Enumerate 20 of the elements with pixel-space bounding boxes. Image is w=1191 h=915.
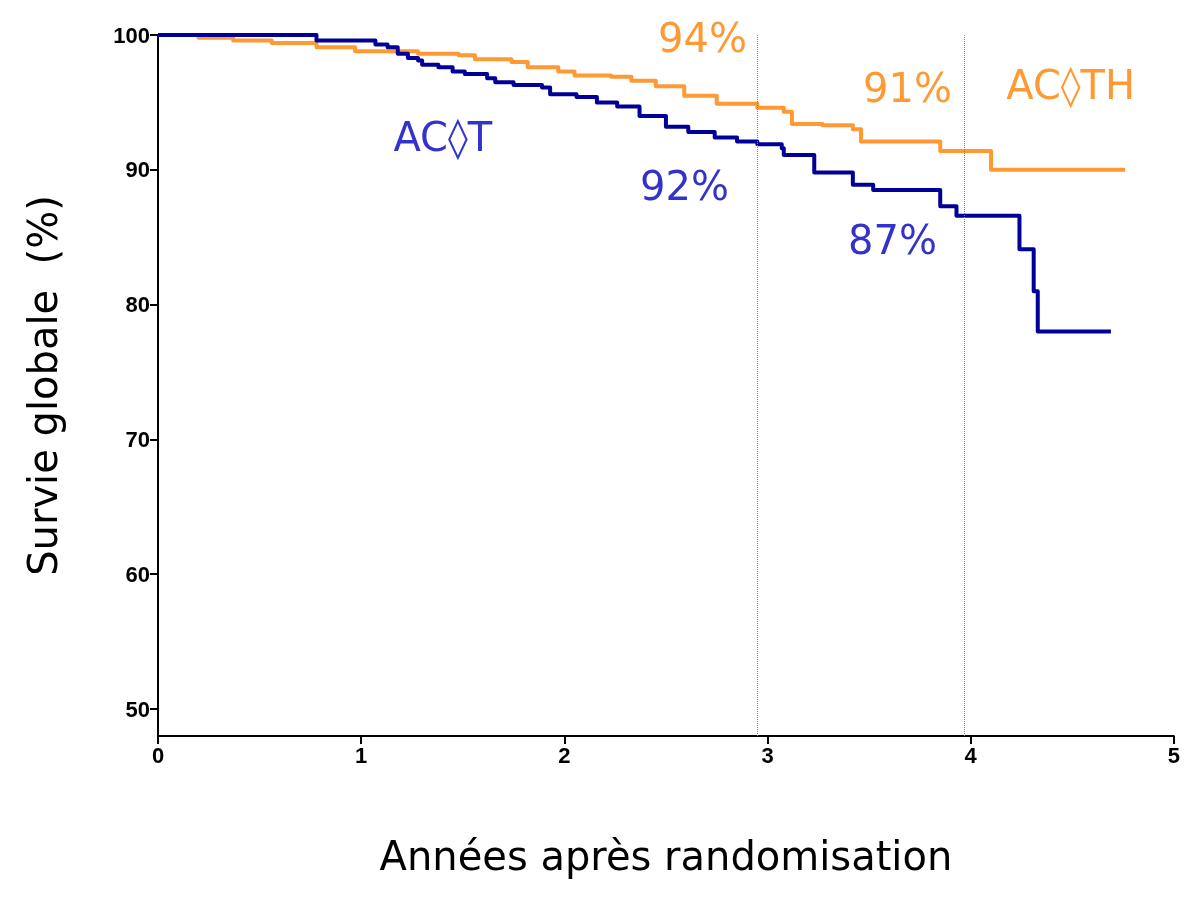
annotation: 91% — [863, 65, 952, 111]
y-tick-label: 90 — [125, 157, 150, 183]
x-tick-label: 3 — [761, 742, 774, 768]
x-tick-label: 5 — [1167, 742, 1181, 768]
y-tick-label: 80 — [125, 292, 150, 318]
x-tick-label: 2 — [558, 742, 571, 768]
annotation: 87% — [848, 217, 937, 263]
x-axis-title: Années après randomisation — [379, 833, 953, 879]
annotation: 94% — [658, 15, 747, 61]
y-tick-label: 60 — [125, 561, 150, 587]
x-tick-label: 4 — [964, 742, 978, 768]
y-tick-label: 70 — [125, 426, 150, 452]
series-label: AC◊T — [393, 114, 493, 162]
y-tick-label: 100 — [113, 22, 150, 48]
annotation: 92% — [640, 163, 729, 209]
x-tick-label: 1 — [355, 742, 368, 768]
x-tick-label: 0 — [151, 742, 165, 768]
y-tick-label: 50 — [125, 696, 150, 722]
y-axis-title: Survie globale (%) — [20, 195, 66, 576]
series-label: AC◊TH — [1006, 61, 1136, 109]
